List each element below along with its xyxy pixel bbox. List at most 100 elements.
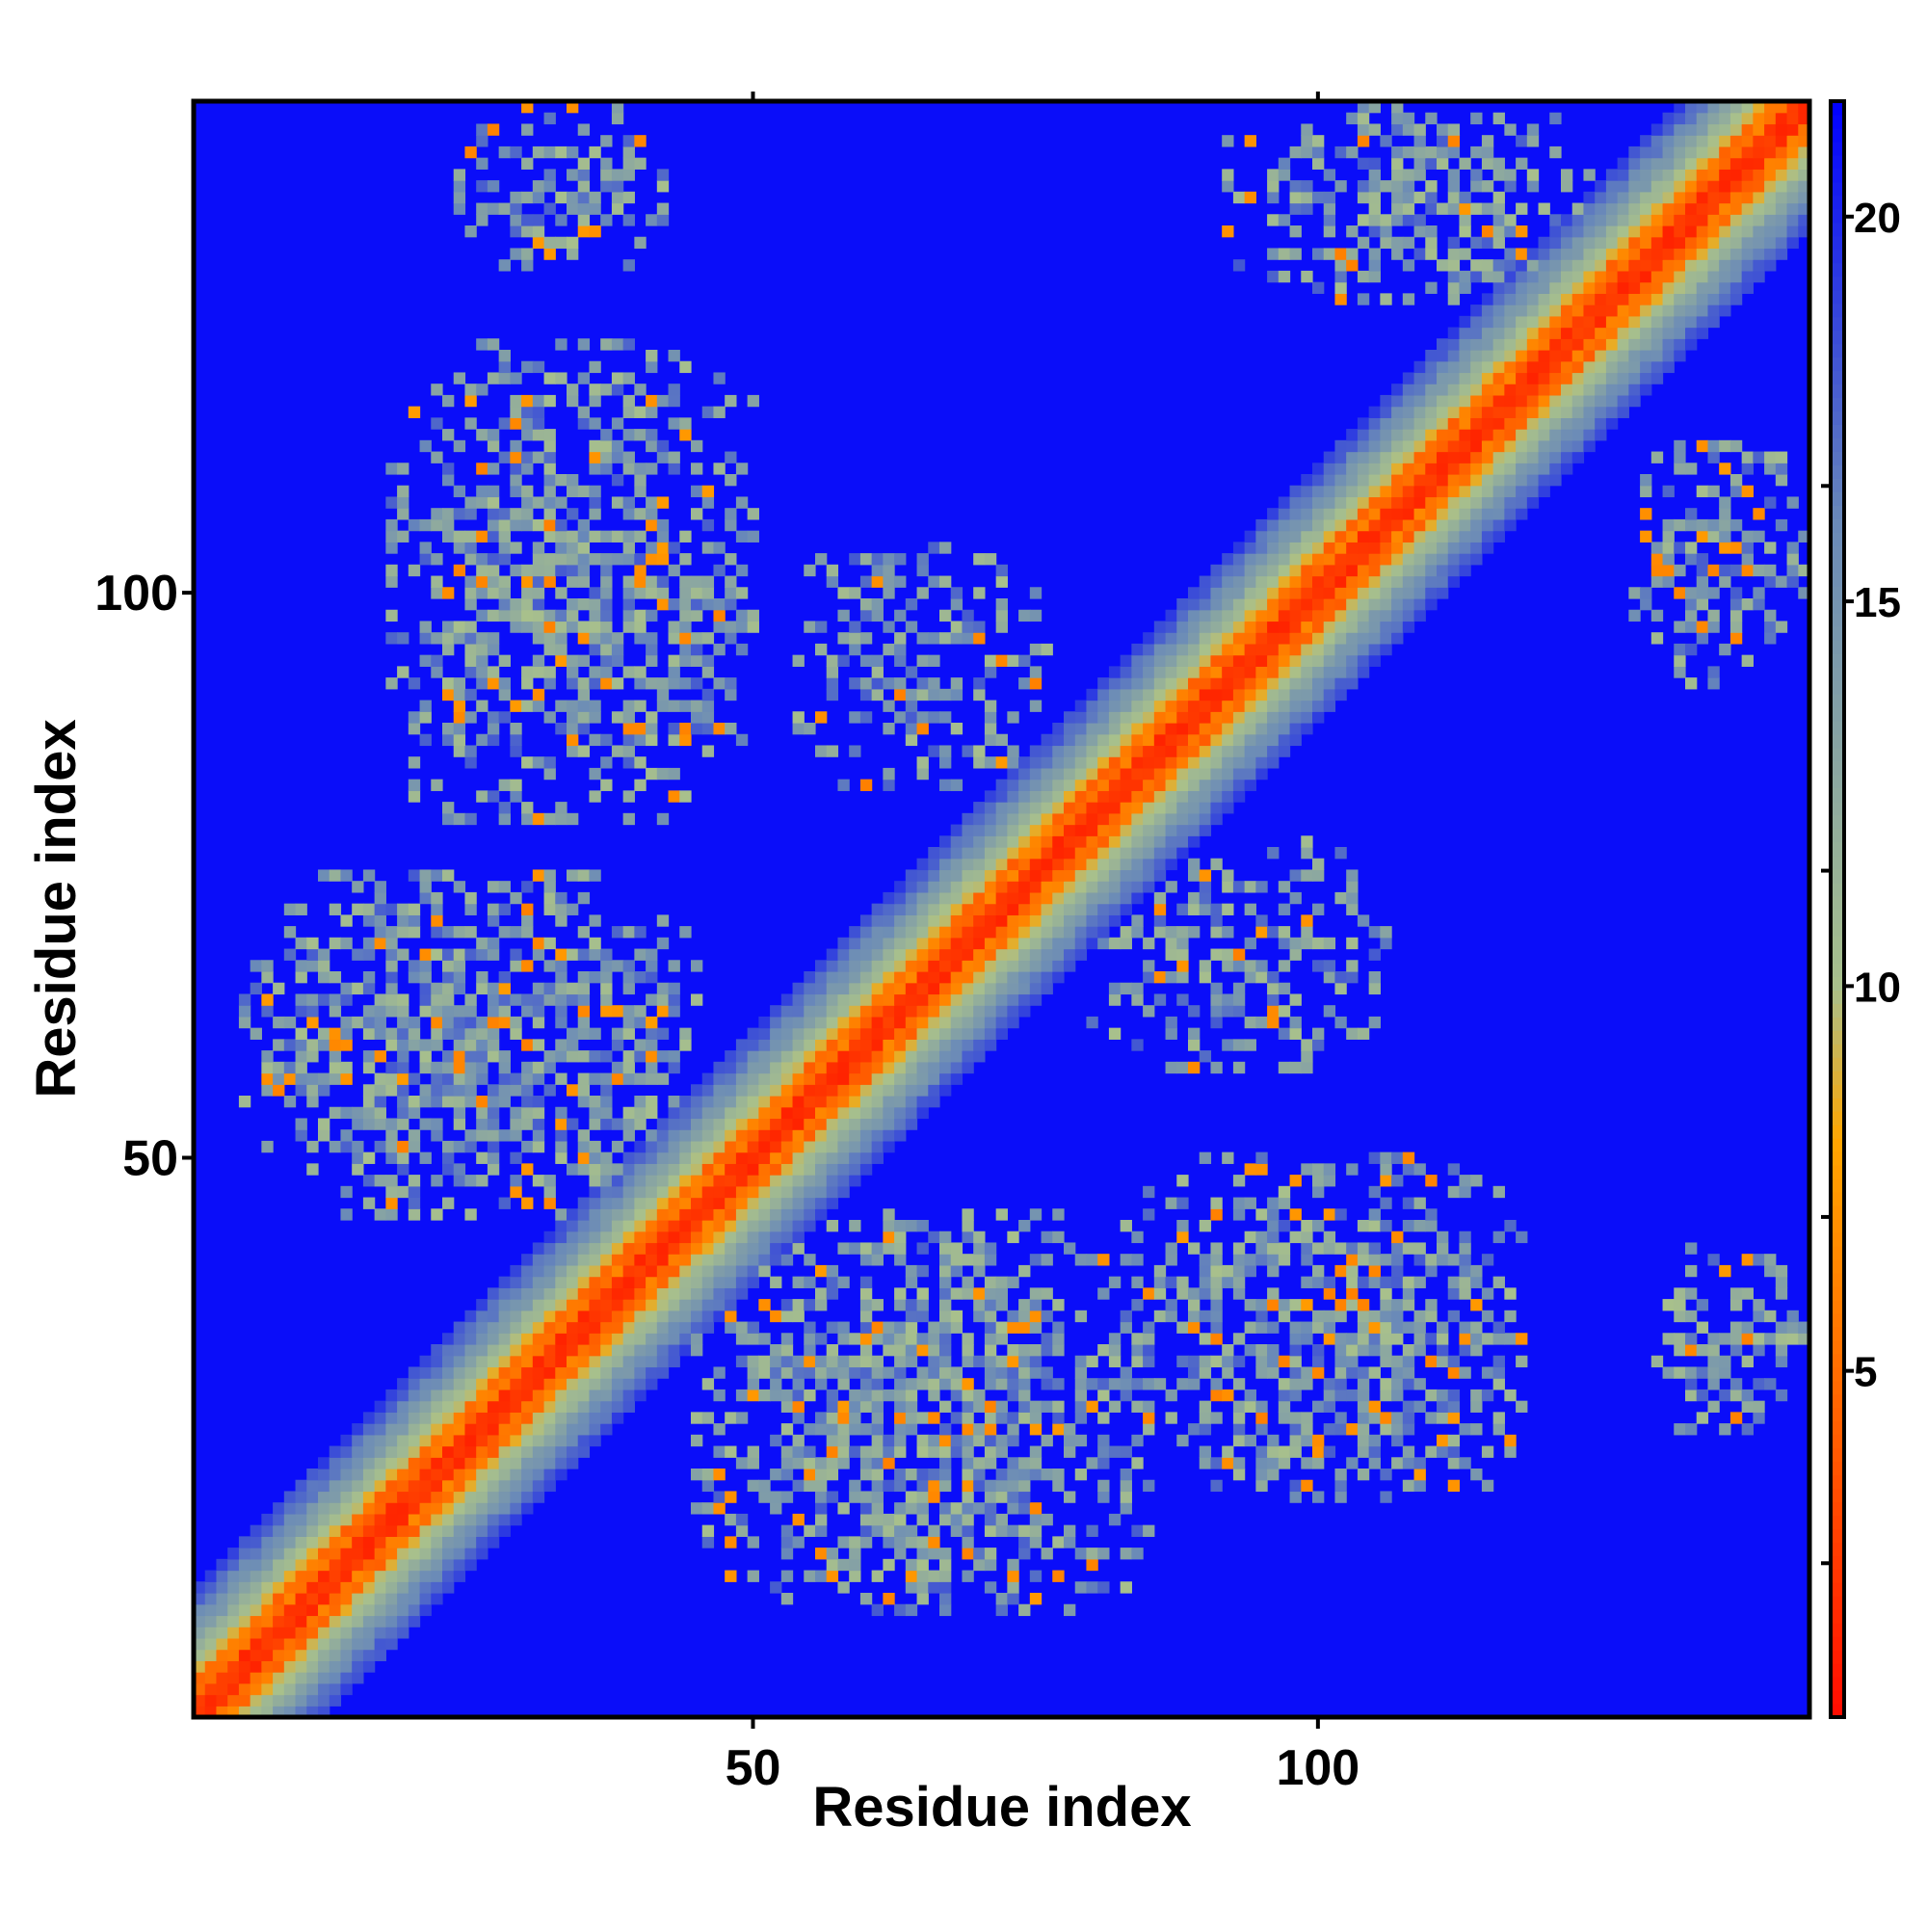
heatmap-cell xyxy=(1131,1400,1144,1413)
heatmap-cell xyxy=(1176,948,1189,961)
heatmap-cell xyxy=(1029,1469,1043,1481)
heatmap-cell xyxy=(679,700,692,712)
heatmap-cell xyxy=(1437,1321,1449,1334)
heatmap-cell xyxy=(962,1469,974,1481)
heatmap-cell xyxy=(1312,1185,1325,1199)
heatmap-cell xyxy=(1289,1423,1302,1436)
heatmap-cell xyxy=(1425,530,1438,543)
heatmap-cell xyxy=(1267,993,1280,1006)
heatmap-cell xyxy=(1289,1355,1302,1368)
heatmap-cell xyxy=(815,1333,828,1345)
heatmap-cell xyxy=(1131,802,1144,814)
heatmap-cell xyxy=(939,835,952,848)
heatmap-cell xyxy=(476,1310,488,1323)
heatmap-cell xyxy=(611,1061,624,1074)
heatmap-cell xyxy=(1696,564,1709,577)
heatmap-cell xyxy=(1108,677,1122,690)
heatmap-cell xyxy=(1346,971,1359,984)
heatmap-cell xyxy=(691,1118,703,1130)
heatmap-cell xyxy=(453,1355,466,1368)
heatmap-cell xyxy=(1267,564,1280,577)
heatmap-cell xyxy=(1413,1310,1426,1323)
heatmap-cell xyxy=(611,1276,624,1288)
heatmap-cell xyxy=(1007,1310,1019,1323)
heatmap-cell xyxy=(216,1603,228,1617)
heatmap-cell xyxy=(397,1603,409,1617)
heatmap-cell xyxy=(521,1378,534,1390)
heatmap-cell xyxy=(1481,1366,1494,1379)
heatmap-cell xyxy=(487,1106,500,1120)
heatmap-cell xyxy=(385,1129,398,1142)
heatmap-cell xyxy=(216,1558,228,1572)
heatmap-cell xyxy=(995,756,1008,769)
heatmap-cell xyxy=(329,1061,342,1074)
heatmap-cell xyxy=(352,1593,364,1605)
heatmap-cell xyxy=(1312,1175,1325,1187)
heatmap-cell xyxy=(646,1220,658,1232)
heatmap-cell xyxy=(1199,609,1212,622)
heatmap-cell xyxy=(1244,733,1256,747)
heatmap-cell xyxy=(577,948,591,961)
heatmap-cell xyxy=(442,1513,455,1526)
heatmap-cell xyxy=(871,1039,884,1051)
heatmap-cell xyxy=(194,1682,206,1696)
heatmap-cell xyxy=(1007,1434,1019,1447)
heatmap-cell xyxy=(577,1163,591,1176)
heatmap-cell xyxy=(668,1208,680,1221)
heatmap-cell xyxy=(883,1016,895,1029)
heatmap-cell xyxy=(668,1242,680,1255)
heatmap-cell xyxy=(340,1445,353,1458)
heatmap-cell xyxy=(1108,993,1122,1006)
heatmap-cell xyxy=(1131,993,1144,1006)
heatmap-cell xyxy=(521,1445,534,1458)
heatmap-cell xyxy=(431,518,443,532)
heatmap-cell xyxy=(1041,1434,1053,1447)
heatmap-cell xyxy=(1402,530,1415,543)
heatmap-cell xyxy=(656,1220,670,1232)
heatmap-cell xyxy=(1029,1287,1043,1300)
heatmap-cell xyxy=(340,1593,353,1605)
heatmap-cell xyxy=(521,1469,534,1481)
heatmap-cell xyxy=(1368,587,1381,599)
heatmap-cell xyxy=(916,914,929,927)
heatmap-cell xyxy=(273,1660,285,1673)
heatmap-cell xyxy=(273,1570,285,1582)
heatmap-cell xyxy=(250,1627,262,1639)
heatmap-cell xyxy=(1662,542,1675,554)
heatmap-cell xyxy=(1380,632,1392,645)
heatmap-cell xyxy=(261,993,274,1006)
heatmap-cell xyxy=(498,1469,511,1481)
heatmap-cell xyxy=(962,1050,974,1063)
heatmap-cell xyxy=(1143,723,1155,735)
heatmap-cell xyxy=(453,1084,466,1097)
heatmap-cell xyxy=(735,1151,749,1164)
heatmap-cell xyxy=(883,982,895,995)
heatmap-cell xyxy=(1437,530,1449,543)
heatmap-cell xyxy=(950,881,964,893)
heatmap-cell xyxy=(1413,1220,1426,1232)
heatmap-cell xyxy=(442,1524,455,1537)
heatmap-cell xyxy=(1232,609,1246,622)
heatmap-cell xyxy=(1086,1581,1098,1594)
heatmap-cell xyxy=(487,1400,500,1413)
heatmap-cell xyxy=(204,1603,218,1617)
heatmap-cell xyxy=(1143,711,1155,724)
heatmap-cell xyxy=(916,993,929,1006)
heatmap-cell xyxy=(871,1242,884,1255)
heatmap-cell xyxy=(962,1378,974,1390)
heatmap-cell xyxy=(1707,677,1720,690)
heatmap-cell xyxy=(442,1366,455,1379)
heatmap-cell xyxy=(1244,666,1256,678)
heatmap-cell xyxy=(600,643,613,656)
heatmap-cell xyxy=(1301,1220,1313,1232)
heatmap-cell xyxy=(567,1445,579,1458)
heatmap-cell xyxy=(634,1050,647,1063)
heatmap-cell xyxy=(238,1672,251,1684)
heatmap-cell xyxy=(1470,508,1483,520)
heatmap-cell xyxy=(352,1491,364,1503)
heatmap-cell xyxy=(815,1524,828,1537)
heatmap-cell xyxy=(939,1581,952,1594)
heatmap-cell xyxy=(352,903,364,915)
heatmap-cell xyxy=(1210,677,1223,690)
heatmap-cell xyxy=(1232,1197,1246,1209)
